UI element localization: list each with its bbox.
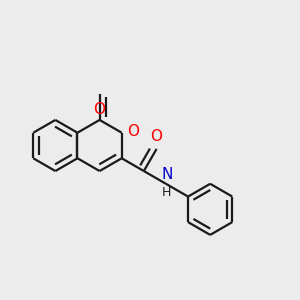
Text: H: H [162, 186, 172, 199]
Text: O: O [94, 102, 106, 117]
Text: N: N [161, 167, 172, 182]
Text: O: O [127, 124, 139, 139]
Text: O: O [151, 128, 163, 143]
